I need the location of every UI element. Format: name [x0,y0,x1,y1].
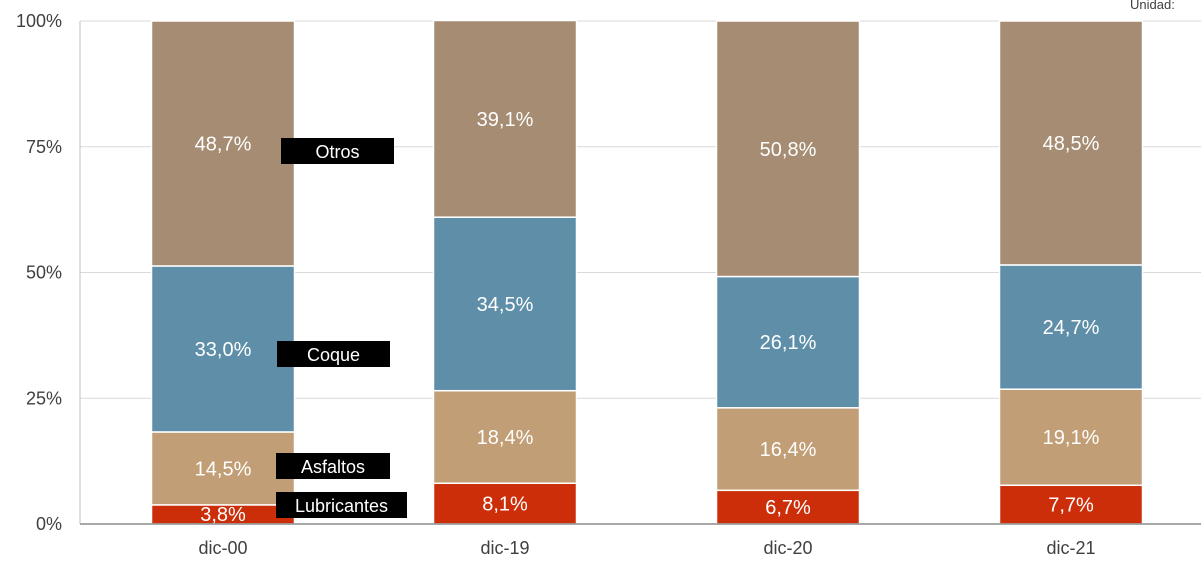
bar-segment [715,275,861,409]
legend-label: Coque [307,345,360,365]
data-label: 50,8% [760,139,817,161]
bar-segment [998,388,1144,487]
bar-segment [715,407,861,492]
data-label: 6,7% [765,497,811,519]
data-label: 3,8% [200,504,246,526]
legend: Otros Coque Asfaltos Lubricantes [276,138,407,518]
legend-box [276,453,390,479]
axes: 0% 25% 50% 75% 100% dic-00 dic-19 dic-20 dic-21 [16,11,1201,558]
legend-label: Lubricantes [295,496,388,516]
legend-label: Asfaltos [301,457,365,477]
data-label: 18,4% [477,427,534,449]
data-label: 48,5% [1043,133,1100,155]
bar-segment [432,482,578,525]
bar-segment [432,389,578,485]
bar-segment [715,20,861,278]
data-label: 39,1% [477,109,534,131]
bar-segment [150,20,296,267]
bar-segment [432,19,578,218]
data-label: 7,7% [1048,495,1094,517]
y-tick-label: 0% [36,514,62,534]
data-label: 24,7% [1043,317,1100,339]
x-tick-label: dic-20 [763,538,812,558]
data-label: 8,1% [482,494,528,516]
data-label: 26,1% [760,332,817,354]
data-label: 48,7% [195,133,252,155]
data-label: 33,0% [195,339,252,361]
y-tick-label: 100% [16,11,62,31]
data-label: 19,1% [1043,427,1100,449]
y-tick-label: 75% [26,137,62,157]
x-tick-label: dic-00 [198,538,247,558]
data-label: 14,5% [195,458,252,480]
y-tick-label: 25% [26,388,62,408]
bar-segment [998,484,1144,525]
x-tick-label: dic-21 [1046,538,1095,558]
legend-box [276,492,407,518]
bar-segment [150,265,296,433]
legend-label: Otros [315,142,359,162]
bar-segment [432,216,578,392]
data-label: 16,4% [760,439,817,461]
y-tick-label: 50% [26,263,62,283]
x-tick-label: dic-19 [480,538,529,558]
data-labels: 3,8% 14,5% 33,0% 48,7% 8,1% 18,4% 34,5% 39,1% 6,… [195,109,1100,526]
bar-segment [998,264,1144,390]
legend-box [281,138,394,164]
data-label: 34,5% [477,294,534,316]
bars [150,19,1144,525]
bar-segment [715,489,861,525]
unit-label: Unidad: [1130,0,1175,12]
bar-segment [998,20,1144,266]
legend-box [277,341,390,367]
bar-segment [150,431,296,506]
